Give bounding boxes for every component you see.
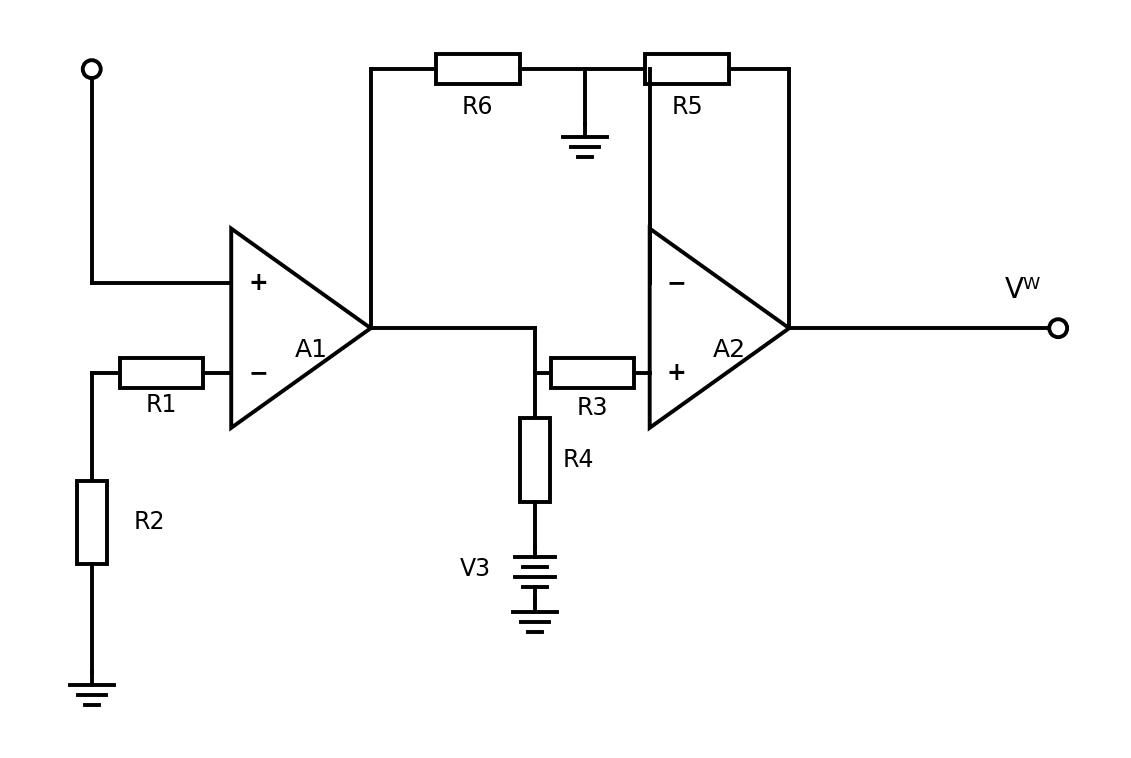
Text: V3: V3 [460, 557, 491, 581]
Bar [120, 358, 204, 388]
Bar [77, 481, 106, 564]
Text: Vᵂ: Vᵂ [1005, 277, 1042, 304]
Bar [520, 418, 550, 502]
Bar [645, 54, 728, 84]
Text: R1: R1 [146, 393, 178, 417]
Bar [435, 54, 519, 84]
Text: R6: R6 [463, 95, 493, 119]
Text: +: + [248, 271, 268, 296]
Text: A1: A1 [294, 338, 328, 362]
Bar [551, 358, 634, 388]
Text: R2: R2 [133, 510, 165, 534]
Text: −: − [248, 361, 268, 385]
Text: A2: A2 [713, 338, 746, 362]
Text: R4: R4 [563, 448, 595, 472]
Text: −: − [666, 271, 687, 296]
Text: R5: R5 [671, 95, 703, 119]
Text: +: + [666, 361, 687, 385]
Text: R3: R3 [577, 396, 608, 420]
